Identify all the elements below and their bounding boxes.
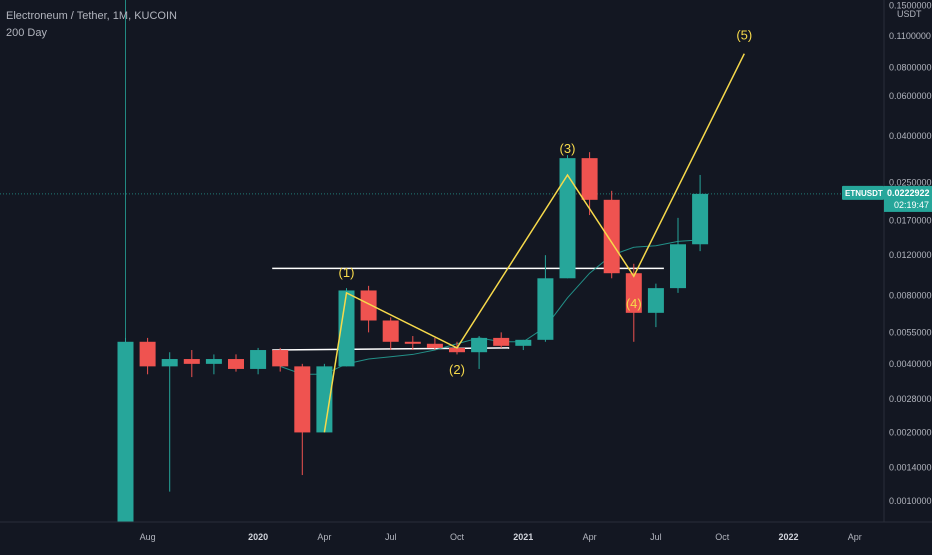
candle[interactable]: [316, 363, 333, 433]
candle-body: [183, 359, 200, 364]
candle[interactable]: [338, 288, 355, 367]
time-tick-label: Apr: [583, 532, 597, 542]
elliott-wave: (1) (2) (3) (4) (5): [323, 28, 752, 433]
price-tick-label: 0.0010000: [889, 496, 932, 506]
wave-label: (5): [736, 28, 752, 43]
time-tick-label: Jul: [650, 532, 662, 542]
time-tick-label: Aug: [140, 532, 156, 542]
time-tick-label: 2020: [248, 532, 268, 542]
price-tick-label: 0.0170000: [889, 216, 932, 226]
candle-body: [382, 320, 399, 342]
time-tick-label: Oct: [715, 532, 730, 542]
candle-body: [404, 341, 421, 344]
candle-body: [228, 359, 244, 369]
axes: 0.1500000 0.1100000 0.0800000 0.0600000 0.04…: [0, 0, 932, 542]
wave-path: [323, 53, 745, 433]
price-tick-label: 0.0040000: [889, 359, 932, 369]
candle[interactable]: [360, 285, 377, 333]
price-tick-label: 0.0055000: [889, 327, 932, 337]
candle-body: [537, 278, 554, 340]
candle[interactable]: [404, 336, 421, 351]
candle[interactable]: [294, 363, 311, 476]
price-tick-label: 0.0020000: [889, 427, 932, 437]
price-tick-label: 0.1100000: [889, 31, 931, 41]
candle[interactable]: [250, 347, 267, 375]
candle[interactable]: [647, 283, 664, 328]
candle-body: [692, 193, 709, 245]
candle-body: [250, 350, 267, 369]
candle-body: [426, 343, 443, 348]
candle[interactable]: [382, 317, 399, 351]
candle[interactable]: [559, 155, 576, 279]
time-tick-label: 2022: [778, 532, 798, 542]
candle-body: [559, 158, 576, 279]
candle[interactable]: [537, 255, 554, 342]
time-tick-label: 2021: [513, 532, 533, 542]
candle-body: [493, 337, 510, 346]
last-price-tag: [884, 185, 932, 212]
candle[interactable]: [603, 190, 620, 279]
indicator-label: 200 Day: [6, 27, 47, 39]
candle[interactable]: [117, 337, 134, 522]
candle-body: [647, 288, 664, 313]
horizontal-level-lines: [272, 267, 664, 351]
price-tick-label: 0.0028000: [889, 394, 932, 404]
candle[interactable]: [426, 337, 443, 351]
price-tick-label: 0.0120000: [889, 250, 932, 260]
price-tick-label: 0.0250000: [889, 178, 932, 188]
price-tick-label: 0.0600000: [889, 91, 932, 101]
candle[interactable]: [515, 339, 532, 351]
time-tick-label: Apr: [317, 532, 331, 542]
price-tick-label: 0.0800000: [889, 63, 932, 73]
wave-label: (1): [339, 265, 355, 280]
candle-body: [272, 350, 289, 367]
candle[interactable]: [161, 352, 178, 492]
time-tick-label: Jul: [385, 532, 397, 542]
candle-body: [294, 366, 311, 433]
candle-body: [625, 273, 642, 313]
candle-body: [603, 199, 620, 274]
candle-body: [161, 359, 178, 367]
candle-body: [316, 366, 333, 433]
candle-body: [471, 337, 488, 353]
price-tick-label: 0.0400000: [889, 131, 932, 141]
time-tick-label: Apr: [848, 532, 862, 542]
currency-label: USDT: [897, 9, 922, 19]
symbol-tag: [842, 185, 884, 200]
candle-body: [205, 359, 222, 364]
candle[interactable]: [228, 354, 244, 372]
countdown-text: 02:19:47: [894, 200, 929, 210]
candle[interactable]: [139, 337, 156, 375]
candle[interactable]: [493, 332, 510, 348]
candle-body: [449, 347, 465, 353]
candle-body: [338, 290, 355, 367]
price-tick-label: 0.0014000: [889, 463, 932, 473]
candle[interactable]: [205, 354, 222, 375]
wave-label: (2): [449, 362, 465, 377]
candle-body: [670, 244, 686, 289]
candle-body: [581, 158, 598, 200]
candle-body: [360, 290, 377, 321]
time-tick-label: Oct: [450, 532, 465, 542]
wave-label: (3): [560, 141, 576, 156]
wave-label: (4): [626, 296, 642, 311]
price-tick-label: 0.0080000: [889, 290, 932, 300]
candle-body: [515, 339, 532, 346]
candle[interactable]: [471, 336, 488, 369]
candle[interactable]: [670, 217, 686, 293]
candle-body: [139, 341, 156, 367]
candle[interactable]: [581, 152, 598, 216]
candle-body: [117, 341, 134, 522]
symbol-tag-text: ETNUSDT: [845, 189, 883, 198]
last-price-text: 0.0222922: [887, 188, 930, 198]
candle[interactable]: [183, 350, 200, 378]
candles: [117, 152, 709, 522]
candle[interactable]: [692, 174, 709, 252]
candle[interactable]: [272, 347, 289, 372]
chart-title: Electroneum / Tether, 1M, KUCOIN: [6, 10, 177, 22]
price-tick-label: 0.1500000: [889, 0, 932, 10]
